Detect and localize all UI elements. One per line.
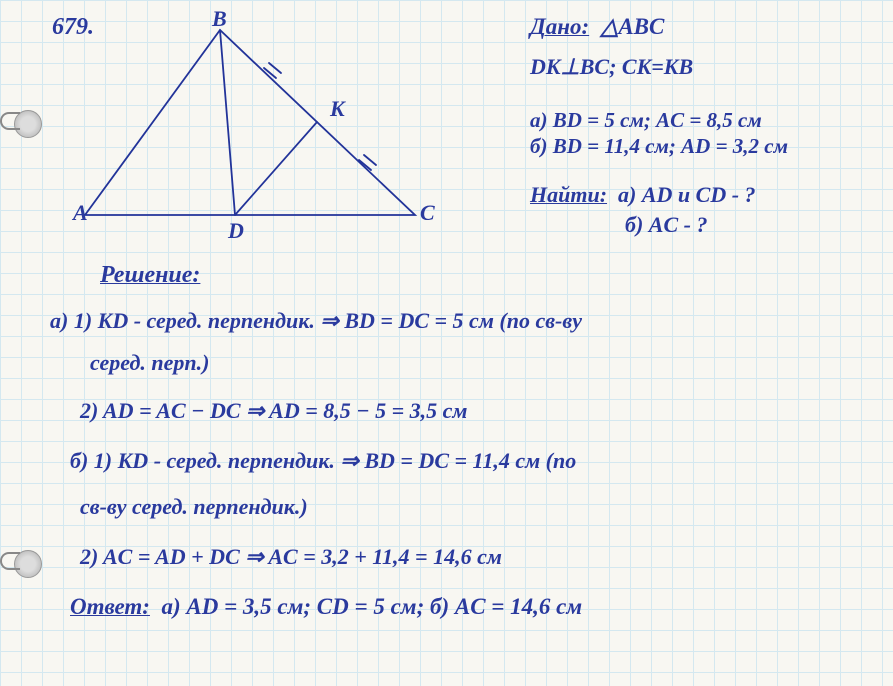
given-line-b: б) BD = 11,4 см; AD = 3,2 см [530,134,788,159]
solution-title: Решение: [100,262,200,289]
find-line-b: б) AC - ? [625,212,707,238]
binder-ring [0,112,20,130]
binder-ring [0,552,20,570]
solution-a2: 2) AD = AC − DC ⇒ AD = 8,5 − 5 = 3,5 см [80,398,467,424]
given-line-a: а) BD = 5 см; AC = 8,5 см [530,108,762,133]
given-title: Дано: △ABC [530,14,664,40]
vertex-label-a: A [73,200,88,226]
vertex-label-b: B [212,6,227,32]
vertex-label-c: C [420,200,435,226]
vertex-label-k: K [330,96,345,122]
solution-a1b: серед. перп.) [90,350,209,376]
find-line-a: Найти: а) AD и CD - ? [530,182,756,208]
vertex-label-d: D [228,218,244,244]
solution-b1: б) 1) KD - серед. перпендик. ⇒ BD = DC =… [70,448,576,474]
triangle-diagram [65,20,445,240]
solution-b2: 2) AC = AD + DC ⇒ AC = 3,2 + 11,4 = 14,6… [80,544,502,570]
given-perp: DK⊥BC; CK=KB [530,54,693,80]
solution-b1b: св-ву серед. перпендик.) [80,494,308,520]
answer-line: Ответ: а) AD = 3,5 см; CD = 5 см; б) AC … [70,594,582,620]
solution-a1: а) 1) KD - серед. перпендик. ⇒ BD = DC =… [50,308,582,334]
